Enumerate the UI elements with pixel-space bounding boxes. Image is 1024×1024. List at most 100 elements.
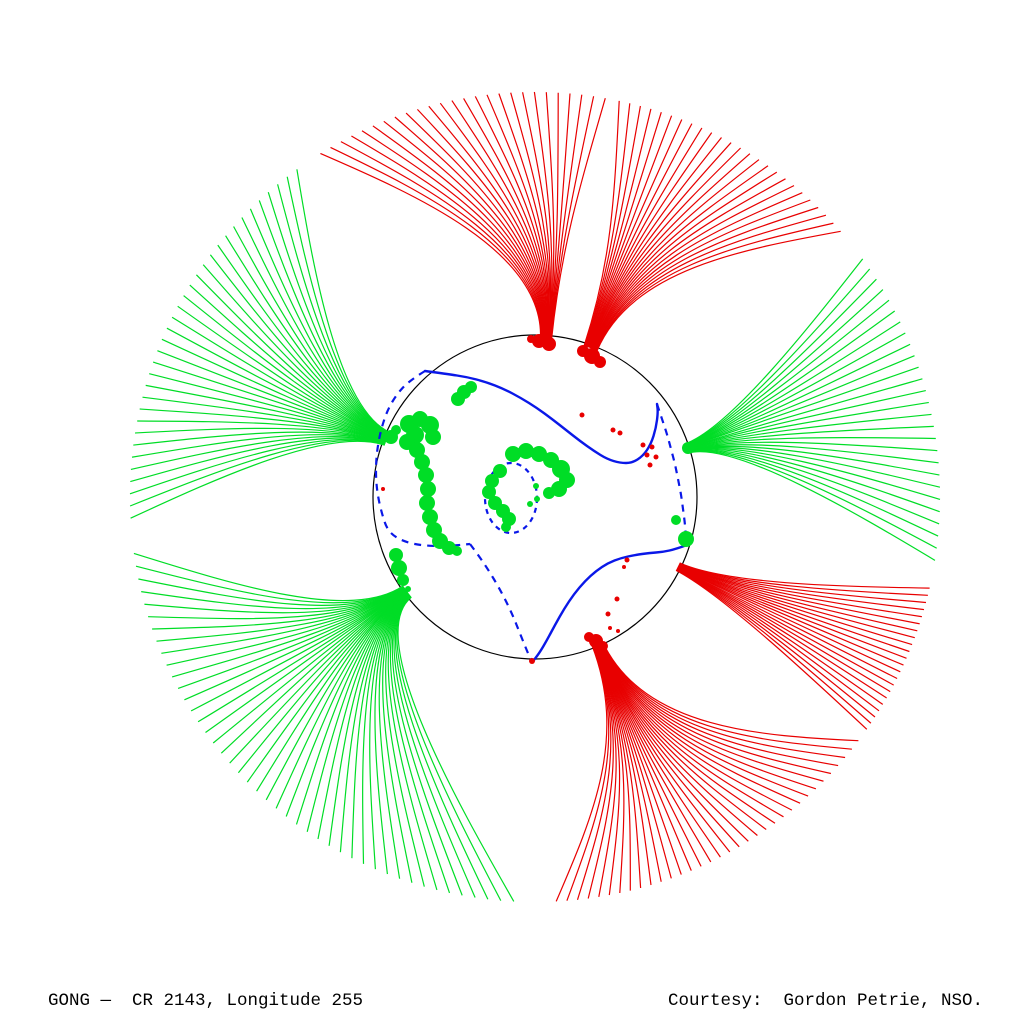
field-line bbox=[685, 321, 901, 447]
field-line bbox=[428, 105, 546, 339]
positive-spot bbox=[610, 427, 616, 433]
negative-region-blob bbox=[534, 496, 540, 502]
field-line bbox=[587, 644, 614, 899]
field-line bbox=[138, 578, 404, 606]
field-line bbox=[389, 595, 451, 894]
positive-spot bbox=[622, 565, 626, 569]
field-line bbox=[590, 147, 742, 349]
field-line bbox=[549, 92, 559, 339]
field-line bbox=[139, 408, 387, 443]
field-line bbox=[596, 222, 834, 351]
field-line bbox=[588, 132, 713, 348]
field-line bbox=[145, 384, 387, 442]
field-line bbox=[677, 567, 894, 686]
field-line bbox=[598, 642, 784, 818]
field-line bbox=[391, 595, 463, 896]
negative-region-blob bbox=[452, 546, 462, 556]
field-line bbox=[378, 594, 410, 879]
field-line bbox=[249, 208, 390, 435]
field-line bbox=[166, 587, 406, 666]
field-line bbox=[675, 569, 872, 724]
field-line bbox=[678, 563, 925, 611]
field-line bbox=[510, 92, 551, 339]
positive-spot bbox=[649, 444, 655, 450]
field-line bbox=[130, 435, 386, 470]
field-line-fan-south-positive bbox=[555, 640, 859, 902]
field-line bbox=[148, 586, 405, 620]
field-line bbox=[130, 440, 385, 519]
field-line bbox=[686, 378, 923, 449]
negative-polarity-regions bbox=[384, 381, 694, 592]
field-line bbox=[584, 103, 631, 347]
field-line bbox=[306, 592, 409, 832]
field-line bbox=[591, 159, 760, 349]
caption-credit: Courtesy: Gordon Petrie, NSO. bbox=[668, 991, 984, 1011]
field-line bbox=[439, 102, 547, 339]
field-line bbox=[686, 401, 929, 450]
field-line bbox=[599, 641, 817, 790]
field-line bbox=[385, 594, 425, 887]
caption-title: GONG — CR 2143, Longitude 255 bbox=[48, 991, 364, 1011]
field-line bbox=[600, 641, 824, 782]
field-line bbox=[687, 447, 941, 500]
field-line bbox=[676, 568, 880, 712]
field-line bbox=[676, 568, 884, 705]
negative-region-blob bbox=[485, 474, 499, 488]
field-line bbox=[550, 96, 595, 339]
field-line bbox=[157, 350, 387, 441]
field-line bbox=[141, 586, 405, 610]
field-line bbox=[202, 264, 389, 438]
field-line bbox=[144, 586, 405, 614]
field-line bbox=[396, 596, 502, 901]
field-line bbox=[583, 100, 620, 346]
field-line bbox=[601, 640, 859, 742]
field-line bbox=[383, 120, 544, 339]
field-line bbox=[593, 644, 625, 894]
field-line bbox=[592, 171, 778, 350]
field-line bbox=[209, 254, 389, 437]
neutral-line-solid bbox=[532, 543, 689, 662]
positive-spot bbox=[640, 442, 646, 448]
field-line bbox=[566, 645, 610, 901]
positive-polarity-regions bbox=[381, 334, 688, 664]
positive-spot bbox=[381, 487, 385, 491]
negative-region-blob bbox=[389, 548, 403, 562]
field-line bbox=[676, 569, 876, 718]
field-line bbox=[585, 108, 652, 347]
negative-region-blob bbox=[465, 381, 477, 393]
field-line bbox=[684, 278, 877, 446]
field-line bbox=[596, 230, 841, 351]
field-line bbox=[498, 93, 550, 339]
field-line bbox=[166, 327, 388, 440]
field-line bbox=[599, 641, 801, 804]
field-line bbox=[676, 567, 891, 693]
negative-region-blob bbox=[493, 464, 507, 478]
field-line bbox=[587, 123, 693, 348]
field-line bbox=[217, 244, 389, 437]
field-line bbox=[382, 594, 413, 883]
field-line bbox=[394, 116, 545, 339]
field-line bbox=[189, 284, 388, 438]
field-line bbox=[474, 96, 549, 339]
positive-footpoint-blob bbox=[542, 337, 556, 351]
field-line bbox=[677, 567, 898, 680]
field-line bbox=[549, 93, 571, 339]
negative-region-blob bbox=[531, 446, 547, 462]
positive-spot bbox=[644, 452, 650, 458]
field-line bbox=[687, 450, 939, 537]
field-line bbox=[265, 591, 408, 801]
field-line bbox=[590, 153, 751, 349]
field-line bbox=[589, 137, 722, 348]
positive-spot bbox=[614, 596, 620, 602]
field-line bbox=[339, 593, 409, 853]
field-line bbox=[177, 588, 406, 689]
field-line bbox=[593, 644, 631, 891]
field-line bbox=[595, 643, 682, 875]
field-line bbox=[177, 305, 388, 439]
field-line bbox=[686, 390, 926, 449]
field-line bbox=[679, 562, 930, 589]
field-line bbox=[372, 125, 544, 339]
field-line bbox=[687, 449, 940, 525]
field-line bbox=[241, 217, 389, 436]
